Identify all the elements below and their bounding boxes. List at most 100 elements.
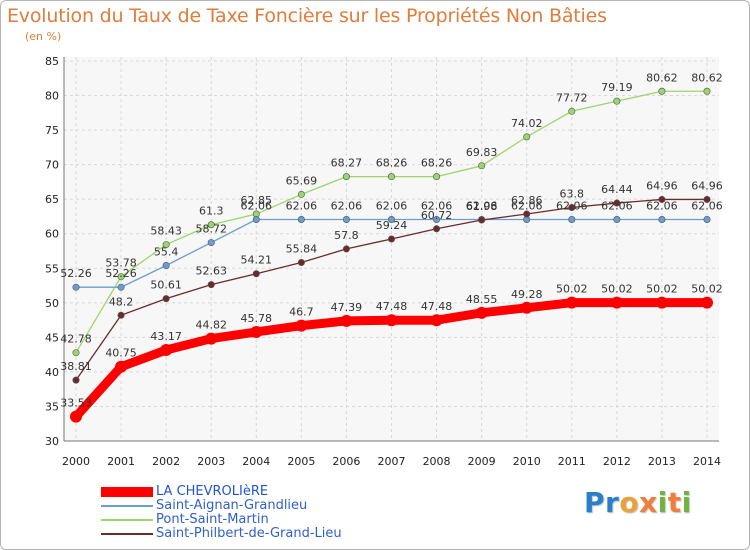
data-label-3: 64.44 <box>601 183 633 196</box>
x-tick-label: 2013 <box>648 455 676 468</box>
data-label-2: 53.78 <box>105 257 137 270</box>
data-label-3: 62.86 <box>511 194 543 207</box>
data-label-1: 62.06 <box>601 199 633 212</box>
series-point-2 <box>433 173 441 181</box>
x-tick-label: 2009 <box>468 455 496 468</box>
data-label-3: 64.96 <box>691 179 723 192</box>
x-tick-label: 2003 <box>197 455 225 468</box>
data-label-2: 58.43 <box>150 225 182 238</box>
data-label-2: 65.69 <box>286 174 318 187</box>
data-label-1: 52.26 <box>105 267 137 280</box>
legend-swatch <box>101 533 153 535</box>
series-point-0 <box>430 314 443 327</box>
y-tick-label: 55 <box>45 262 59 275</box>
x-tick-label: 2005 <box>287 455 315 468</box>
series-point-0 <box>655 296 668 309</box>
data-label-2: 80.62 <box>646 71 678 84</box>
data-label-3: 48.2 <box>109 295 134 308</box>
data-label-3: 55.84 <box>286 242 318 255</box>
data-label-3: 52.63 <box>195 265 227 278</box>
series-point-1 <box>613 215 621 223</box>
series-point-2 <box>207 221 215 229</box>
brand-logo: Proxiti <box>584 486 692 519</box>
x-tick-label: 2002 <box>152 455 180 468</box>
series-point-1 <box>568 215 576 223</box>
series-point-2 <box>703 87 711 95</box>
y-tick-label: 50 <box>45 297 59 310</box>
series-layer <box>70 87 713 423</box>
data-label-3: 60.72 <box>421 209 453 222</box>
series-point-0 <box>701 296 713 309</box>
series-point-3 <box>117 311 125 319</box>
data-label-3: 59.24 <box>376 219 408 232</box>
x-tick-label: 2004 <box>242 455 270 468</box>
x-tick-label: 2000 <box>62 455 90 468</box>
series-point-0 <box>520 301 533 314</box>
data-label-0: 43.17 <box>150 330 182 343</box>
series-point-3 <box>162 295 170 303</box>
series-point-0 <box>160 344 173 357</box>
series-point-2 <box>613 97 621 105</box>
chart-unit: (en %) <box>25 30 62 43</box>
data-label-0: 48.55 <box>466 293 498 306</box>
series-point-3 <box>613 199 621 207</box>
series-point-0 <box>115 360 128 373</box>
series-point-0 <box>205 332 218 345</box>
data-label-0: 44.82 <box>195 319 227 332</box>
data-label-1: 62.06 <box>691 199 723 212</box>
x-tick-label: 2014 <box>693 455 721 468</box>
y-tick-label: 30 <box>45 435 59 448</box>
data-label-0: 50.02 <box>601 283 633 296</box>
series-point-0 <box>70 410 82 423</box>
data-label-1: 62.06 <box>376 199 408 212</box>
data-label-0: 45.78 <box>241 312 273 325</box>
series-point-1 <box>207 239 215 247</box>
data-label-2: 68.26 <box>421 157 453 170</box>
data-label-2: 42.78 <box>60 333 92 346</box>
data-label-1: 55.4 <box>154 246 179 259</box>
series-point-2 <box>387 173 395 181</box>
series-point-2 <box>523 133 531 141</box>
series-point-3 <box>252 270 260 278</box>
data-label-2: 69.83 <box>466 146 498 159</box>
series-point-3 <box>207 281 215 289</box>
y-tick-label: 60 <box>45 228 59 241</box>
data-label-3: 57.8 <box>334 229 359 242</box>
data-label-1: 62.06 <box>241 199 273 212</box>
data-label-2: 74.02 <box>511 117 543 130</box>
data-label-0: 40.75 <box>105 347 137 360</box>
series-point-3 <box>523 210 531 218</box>
series-point-1 <box>433 215 441 223</box>
data-label-1: 62.06 <box>511 199 543 212</box>
series-point-1 <box>342 215 350 223</box>
series-point-0 <box>340 314 353 327</box>
series-point-2 <box>72 349 80 357</box>
data-label-3: 61.98 <box>466 200 498 213</box>
data-label-2: 80.62 <box>691 71 723 84</box>
data-label-1: 62.06 <box>466 199 498 212</box>
x-tick-label: 2007 <box>378 455 406 468</box>
y-tick-label: 70 <box>45 159 59 172</box>
data-label-2: 61.3 <box>199 205 224 218</box>
legend-label: Saint-Philbert-de-Grand-Lieu <box>156 526 342 541</box>
series-point-0 <box>565 296 578 309</box>
y-tick-label: 40 <box>45 366 59 379</box>
y-tick-label: 75 <box>45 124 59 137</box>
series-point-3 <box>703 195 711 203</box>
series-point-3 <box>387 235 395 243</box>
legend-label: Saint-Aignan-Grandlieu <box>156 498 308 513</box>
series-point-2 <box>568 107 576 115</box>
x-tick-label: 2006 <box>332 455 360 468</box>
data-label-1: 62.06 <box>556 199 588 212</box>
y-tick-label: 80 <box>45 90 59 103</box>
grid-layer <box>64 57 719 442</box>
data-label-3: 64.96 <box>646 179 678 192</box>
legend-label: Pont-Saint-Martin <box>156 512 269 527</box>
series-point-0 <box>385 314 398 327</box>
series-point-3 <box>478 216 486 224</box>
data-label-1: 62.06 <box>331 199 363 212</box>
series-point-3 <box>342 245 350 253</box>
y-tick-label: 65 <box>45 193 59 206</box>
data-label-1: 58.72 <box>195 223 227 236</box>
